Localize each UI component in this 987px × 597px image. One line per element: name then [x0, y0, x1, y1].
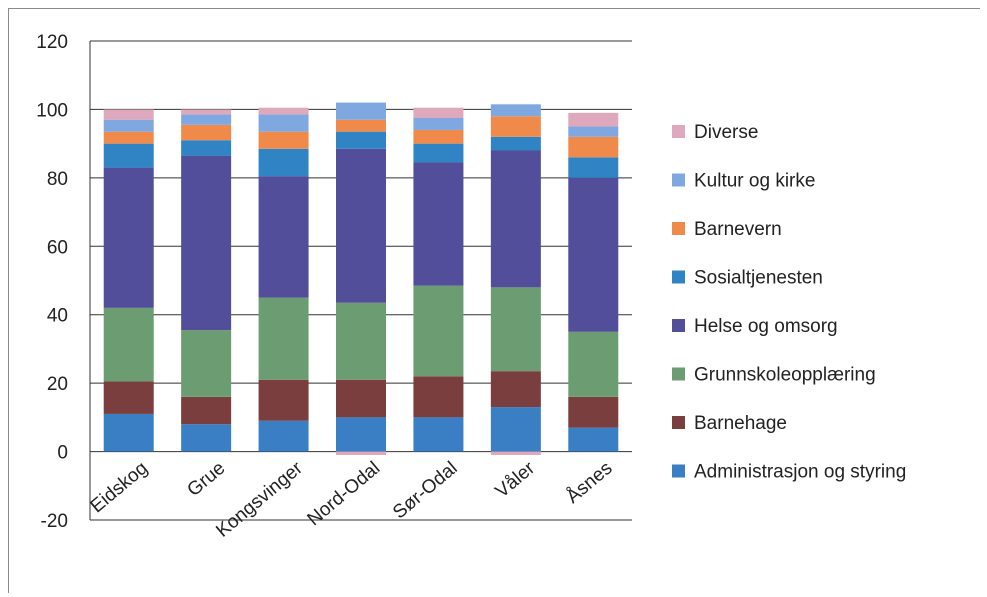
bar-segment	[336, 379, 386, 418]
bar-segment	[181, 330, 232, 397]
legend-label: Grunnskoleopplæring	[694, 365, 876, 386]
x-tick-label: Våler	[492, 457, 540, 502]
bar-segment	[258, 114, 309, 132]
bar-segment	[490, 136, 541, 151]
legend-label: Barnehage	[694, 413, 787, 434]
bar-segment	[336, 131, 386, 149]
legend-swatch	[672, 319, 685, 332]
bar-segment	[413, 143, 464, 163]
bar-segment	[568, 427, 619, 452]
bar-segment	[103, 381, 154, 414]
bar-segment	[258, 107, 309, 115]
bar-segment	[336, 148, 386, 303]
bar-segment	[413, 285, 464, 377]
y-tick-label: 20	[47, 374, 68, 395]
x-tick-label: Eidskog	[87, 458, 152, 518]
bar-segment	[103, 109, 154, 120]
bar-segment	[568, 396, 619, 428]
y-tick-label: -20	[41, 511, 68, 532]
y-tick-label: 120	[36, 32, 68, 53]
bar-segment	[181, 124, 232, 141]
bar-segment	[568, 177, 619, 332]
bar-segment	[568, 112, 619, 127]
bar-segment	[103, 307, 154, 382]
bar-segment	[181, 424, 232, 452]
x-tick-label: Grue	[183, 458, 229, 501]
legend-label: Barnevern	[694, 219, 782, 240]
legend: Diverse Kultur og kirke Barnevern Sosialtje…	[672, 122, 906, 483]
bar-segment	[490, 371, 541, 408]
bar-segment	[413, 376, 464, 418]
bar-segment	[568, 331, 619, 397]
bar-segment	[336, 451, 386, 455]
legend-label: Kultur og kirke	[694, 171, 815, 192]
bar-segment	[103, 413, 154, 452]
bar-segment	[258, 176, 309, 298]
bar-segment	[181, 155, 232, 331]
bar-segment	[490, 104, 541, 117]
legend-swatch	[672, 270, 685, 284]
bar-segment	[336, 119, 386, 132]
bar-segment	[258, 297, 309, 380]
legend-label: Diverse	[694, 122, 758, 143]
bar-segment	[413, 162, 464, 286]
bar-segment	[568, 126, 619, 137]
bar-segment	[103, 131, 154, 144]
bars	[103, 102, 619, 455]
bar-segment	[413, 117, 464, 130]
y-tick-label: 0	[57, 443, 68, 464]
bar-segment	[258, 148, 309, 177]
bar-segment	[336, 417, 386, 452]
bar-segment	[490, 451, 541, 455]
bar-segment	[490, 287, 541, 372]
x-tick-label: Sør-Odal	[389, 458, 462, 524]
x-tick-label: Kongsvinger	[212, 457, 307, 541]
bar-segment	[336, 302, 386, 380]
bar-segment	[103, 143, 154, 168]
bar-segment	[336, 102, 386, 120]
y-tick-label: 100	[36, 100, 68, 121]
bar-segment	[490, 116, 541, 137]
legend-swatch	[672, 125, 685, 138]
bar-segment	[103, 167, 154, 308]
y-tick-label: 80	[47, 169, 68, 190]
bar-segment	[490, 407, 541, 452]
bar-segment	[181, 109, 232, 115]
bar-segment	[413, 129, 464, 144]
bar-segment	[181, 396, 232, 425]
bar-segment	[490, 150, 541, 288]
bar-segment	[568, 136, 619, 158]
bar-segment	[181, 140, 232, 156]
bar-segment	[258, 379, 309, 421]
bar-segment	[568, 157, 619, 178]
y-tick-label: 60	[47, 237, 68, 258]
legend-label: Administrasjon og styring	[694, 462, 906, 483]
bar-segment	[413, 107, 464, 118]
legend-swatch	[672, 416, 685, 429]
bar-segment	[413, 417, 464, 452]
x-tick-label: Åsnes	[563, 458, 617, 508]
legend-swatch	[672, 222, 685, 235]
bar-segment	[258, 131, 309, 149]
y-tick-labels: -20 0 20 40 60 80 100 120	[36, 32, 68, 532]
legend-swatch	[672, 464, 685, 478]
bar-segment	[181, 114, 232, 125]
bar-segment	[258, 420, 309, 452]
y-tick-label: 40	[47, 306, 68, 327]
legend-swatch	[672, 367, 685, 381]
chart-frame	[8, 8, 980, 593]
legend-label: Helse og omsorg	[694, 316, 838, 337]
legend-label: Sosialtjenesten	[694, 268, 823, 289]
legend-swatch	[672, 173, 685, 187]
x-tick-label: Nord-Odal	[304, 458, 385, 530]
bar-segment	[103, 119, 154, 132]
